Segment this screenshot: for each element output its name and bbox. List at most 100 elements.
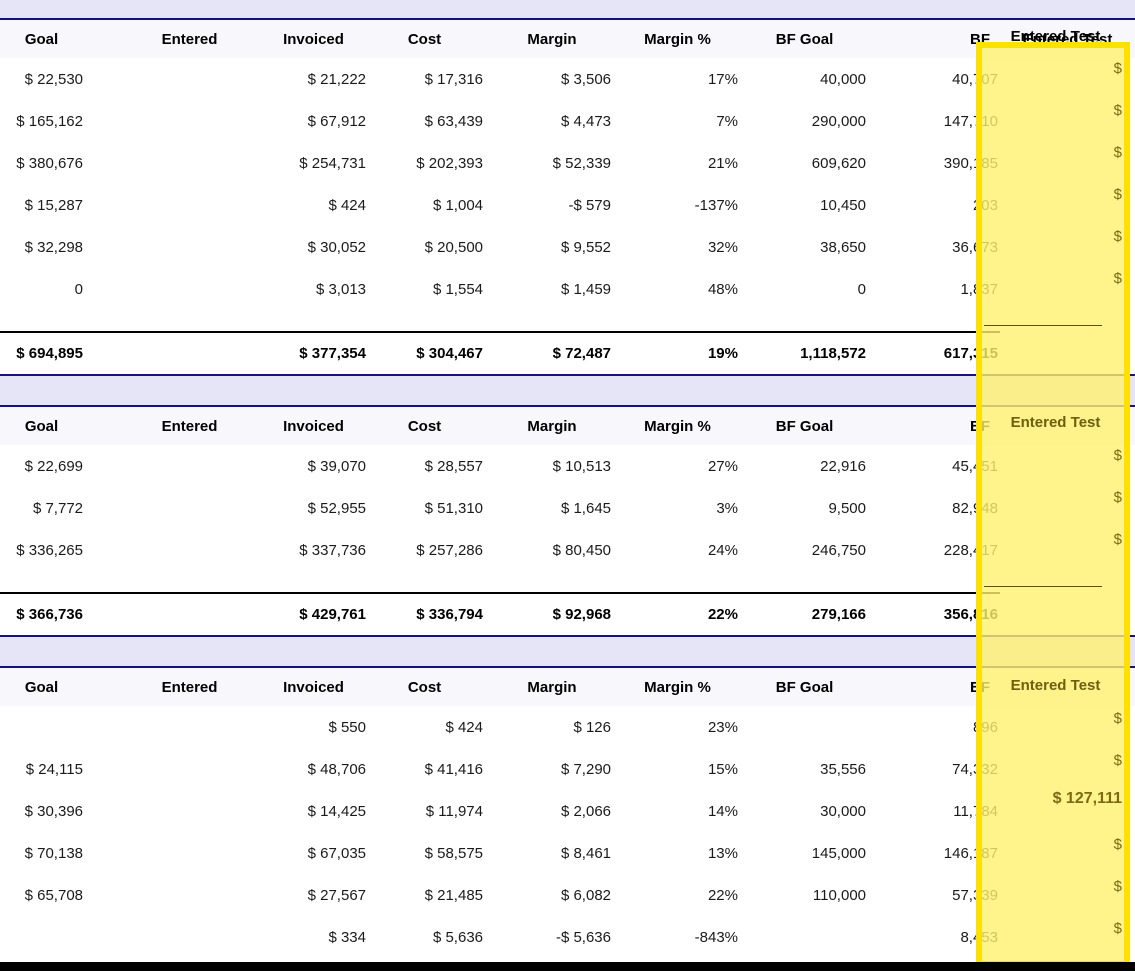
cell-goal: $ 32,298: [0, 226, 118, 268]
cell-cost: $ 17,316: [366, 58, 493, 100]
table-row[interactable]: $ 336,265 $ 337,736 $ 257,286 $ 80,450 2…: [0, 529, 1135, 571]
table-row[interactable]: $ 22,530 $ 21,222 $ 17,316 $ 3,506 17% 4…: [0, 58, 1135, 100]
cell-cost: $ 5,636: [366, 916, 493, 958]
cell-margin-pct: 21%: [617, 142, 743, 184]
cell-bf: 45,451: [866, 445, 1000, 487]
cell-invoiced: $ 27,567: [261, 874, 366, 916]
cell-margin-pct: 3%: [617, 487, 743, 529]
cell-entered-test: [1000, 487, 1135, 529]
total-invoiced: $ 429,761: [261, 592, 366, 635]
cell-bf-goal: 110,000: [743, 874, 866, 916]
column-header-entered-test[interactable]: [1000, 668, 1135, 706]
cell-bf-goal: [743, 706, 866, 748]
cell-entered-test: [1000, 58, 1135, 100]
table-row[interactable]: $ 334 $ 5,636 -$ 5,636 -843% 8,453: [0, 916, 1135, 958]
column-header-bf-goal[interactable]: BF Goal: [743, 20, 866, 58]
total-bf-goal: 1,118,572: [743, 331, 866, 374]
total-row: $ 694,895 $ 377,354 $ 304,467 $ 72,487 1…: [0, 331, 1135, 374]
column-header-bf-goal[interactable]: BF Goal: [743, 668, 866, 706]
cell-goal: $ 165,162: [0, 100, 118, 142]
column-header-invoiced[interactable]: Invoiced: [261, 407, 366, 445]
cell-entered: [118, 748, 261, 790]
column-header-bf[interactable]: BF: [866, 407, 1000, 445]
column-header-bf[interactable]: BF: [866, 668, 1000, 706]
cell-bf: 11,784: [866, 790, 1000, 832]
cell-margin-pct: 24%: [617, 529, 743, 571]
cell-entered-test: [1000, 832, 1135, 874]
cell-entered: [118, 226, 261, 268]
cell-entered-test: [1000, 142, 1135, 184]
table-row[interactable]: $ 7,772 $ 52,955 $ 51,310 $ 1,645 3% 9,5…: [0, 487, 1135, 529]
column-header-margin[interactable]: Margin: [493, 407, 617, 445]
cell-bf: 1,837: [866, 268, 1000, 310]
report-section-2: Goal Entered Invoiced Cost Margin Margin…: [0, 374, 1135, 635]
column-header-goal[interactable]: Goal: [0, 20, 118, 58]
table-header-row: Goal Entered Invoiced Cost Margin Margin…: [0, 668, 1135, 706]
table-row[interactable]: $ 30,396 $ 14,425 $ 11,974 $ 2,066 14% 3…: [0, 790, 1135, 832]
column-header-margin-pct[interactable]: Margin %: [617, 668, 743, 706]
total-bf: 617,315: [866, 331, 1000, 374]
column-header-margin[interactable]: Margin: [493, 20, 617, 58]
table-body-3: $ 550 $ 424 $ 126 23% 896 $ 24,115 $ 48,…: [0, 706, 1135, 958]
column-header-entered[interactable]: Entered: [118, 668, 261, 706]
cell-entered: [118, 100, 261, 142]
table-row[interactable]: $ 32,298 $ 30,052 $ 20,500 $ 9,552 32% 3…: [0, 226, 1135, 268]
column-header-goal[interactable]: Goal: [0, 407, 118, 445]
table-header-row: Goal Entered Invoiced Cost Margin Margin…: [0, 407, 1135, 445]
total-goal: $ 366,736: [0, 592, 118, 635]
data-table-1: Goal Entered Invoiced Cost Margin Margin…: [0, 20, 1135, 374]
cell-goal: $ 22,699: [0, 445, 118, 487]
table-row[interactable]: $ 65,708 $ 27,567 $ 21,485 $ 6,082 22% 1…: [0, 874, 1135, 916]
table-row[interactable]: $ 165,162 $ 67,912 $ 63,439 $ 4,473 7% 2…: [0, 100, 1135, 142]
cell-bf-goal: 22,916: [743, 445, 866, 487]
bottom-black-bar: [0, 962, 1135, 971]
data-table-3: Goal Entered Invoiced Cost Margin Margin…: [0, 668, 1135, 958]
cell-cost: $ 257,286: [366, 529, 493, 571]
column-header-invoiced[interactable]: Invoiced: [261, 668, 366, 706]
cell-cost: $ 63,439: [366, 100, 493, 142]
cell-margin: $ 52,339: [493, 142, 617, 184]
cell-margin-pct: 22%: [617, 874, 743, 916]
column-header-entered-test[interactable]: [1000, 407, 1135, 445]
cell-entered-test: [1000, 445, 1135, 487]
section-band-3: [0, 635, 1135, 668]
column-header-cost[interactable]: Cost: [366, 668, 493, 706]
column-header-margin-pct[interactable]: Margin %: [617, 20, 743, 58]
cell-bf: 36,673: [866, 226, 1000, 268]
column-header-invoiced[interactable]: Invoiced: [261, 20, 366, 58]
table-row[interactable]: $ 22,699 $ 39,070 $ 28,557 $ 10,513 27% …: [0, 445, 1135, 487]
column-header-goal[interactable]: Goal: [0, 668, 118, 706]
cell-margin-pct: 48%: [617, 268, 743, 310]
table-row[interactable]: 0 $ 3,013 $ 1,554 $ 1,459 48% 0 1,837: [0, 268, 1135, 310]
cell-margin-pct: -843%: [617, 916, 743, 958]
cell-bf-goal: 10,450: [743, 184, 866, 226]
cell-cost: $ 51,310: [366, 487, 493, 529]
table-row[interactable]: $ 70,138 $ 67,035 $ 58,575 $ 8,461 13% 1…: [0, 832, 1135, 874]
cell-bf-goal: 40,000: [743, 58, 866, 100]
table-row[interactable]: $ 15,287 $ 424 $ 1,004 -$ 579 -137% 10,4…: [0, 184, 1135, 226]
column-header-entered[interactable]: Entered: [118, 20, 261, 58]
column-header-bf-goal[interactable]: BF Goal: [743, 407, 866, 445]
report-section-1: Goal Entered Invoiced Cost Margin Margin…: [0, 0, 1135, 374]
column-header-margin-pct[interactable]: Margin %: [617, 407, 743, 445]
cell-bf-goal: 145,000: [743, 832, 866, 874]
cell-bf: 82,948: [866, 487, 1000, 529]
cell-entered: [118, 445, 261, 487]
table-row[interactable]: $ 24,115 $ 48,706 $ 41,416 $ 7,290 15% 3…: [0, 748, 1135, 790]
column-header-entered-test[interactable]: Entered Test: [1000, 20, 1135, 58]
cell-margin: $ 3,506: [493, 58, 617, 100]
column-header-entered[interactable]: Entered: [118, 407, 261, 445]
cell-margin-pct: 32%: [617, 226, 743, 268]
table-row[interactable]: $ 380,676 $ 254,731 $ 202,393 $ 52,339 2…: [0, 142, 1135, 184]
cell-invoiced: $ 52,955: [261, 487, 366, 529]
cell-cost: $ 11,974: [366, 790, 493, 832]
column-header-cost[interactable]: Cost: [366, 407, 493, 445]
column-header-bf[interactable]: BF: [866, 20, 1000, 58]
column-header-margin[interactable]: Margin: [493, 668, 617, 706]
column-header-cost[interactable]: Cost: [366, 20, 493, 58]
cell-cost: $ 1,004: [366, 184, 493, 226]
table-row[interactable]: $ 550 $ 424 $ 126 23% 896: [0, 706, 1135, 748]
cell-cost: $ 424: [366, 706, 493, 748]
cell-bf: 228,417: [866, 529, 1000, 571]
